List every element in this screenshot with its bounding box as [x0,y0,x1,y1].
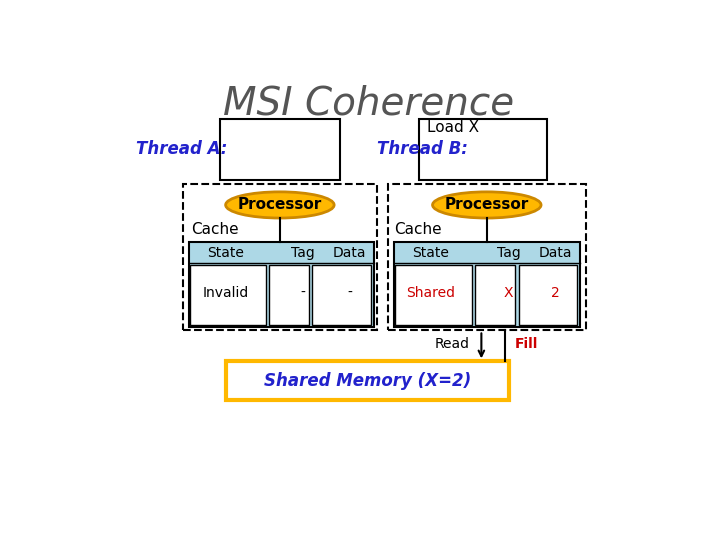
FancyBboxPatch shape [225,361,508,400]
Text: Thread B:: Thread B: [377,140,467,159]
FancyBboxPatch shape [269,265,310,325]
FancyBboxPatch shape [312,265,372,325]
Text: Data: Data [539,246,572,260]
FancyBboxPatch shape [394,242,580,327]
Text: Thread A:: Thread A: [137,140,228,159]
Text: Invalid: Invalid [202,286,248,300]
FancyBboxPatch shape [419,119,547,180]
Text: -: - [301,286,305,300]
Ellipse shape [225,192,334,218]
Text: Processor: Processor [445,198,529,212]
FancyBboxPatch shape [518,265,577,325]
Text: Fill: Fill [515,336,538,350]
Text: Processor: Processor [238,198,322,212]
FancyBboxPatch shape [189,242,374,327]
Text: State: State [413,246,449,260]
Text: Data: Data [333,246,366,260]
Text: Read: Read [435,336,469,350]
Text: Tag: Tag [292,246,315,260]
FancyBboxPatch shape [220,119,341,180]
Text: Tag: Tag [497,246,521,260]
Text: -: - [347,286,352,300]
FancyBboxPatch shape [190,265,266,325]
Text: Shared Memory (X=2): Shared Memory (X=2) [264,372,471,389]
Text: 2: 2 [551,286,559,300]
Text: Load X: Load X [427,120,480,136]
Text: Cache: Cache [395,222,442,237]
Text: State: State [207,246,244,260]
FancyBboxPatch shape [395,265,472,325]
Text: Shared: Shared [407,286,456,300]
FancyBboxPatch shape [475,265,516,325]
Text: X: X [504,286,513,300]
Text: Cache: Cache [191,222,238,237]
Text: MSI Coherence: MSI Coherence [223,84,515,122]
FancyBboxPatch shape [183,184,377,330]
FancyBboxPatch shape [388,184,586,330]
Ellipse shape [433,192,541,218]
